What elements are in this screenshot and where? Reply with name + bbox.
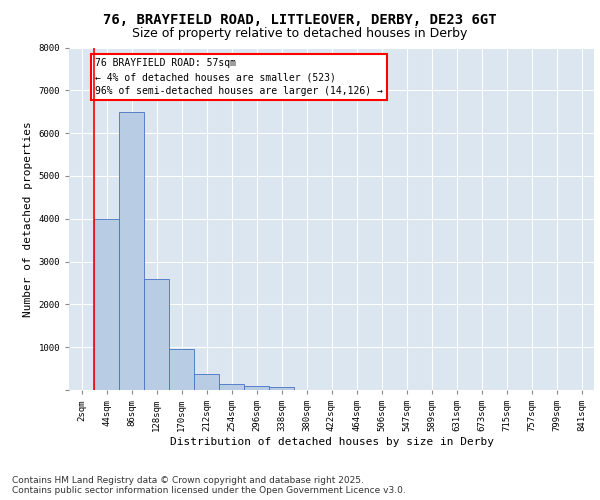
X-axis label: Distribution of detached houses by size in Derby: Distribution of detached houses by size …: [170, 437, 493, 447]
Bar: [144, 278, 169, 390]
Bar: [244, 386, 269, 390]
Bar: [94, 219, 119, 390]
Y-axis label: Number of detached properties: Number of detached properties: [23, 121, 33, 316]
Bar: [269, 388, 294, 390]
Text: 76 BRAYFIELD ROAD: 57sqm
← 4% of detached houses are smaller (523)
96% of semi-d: 76 BRAYFIELD ROAD: 57sqm ← 4% of detache…: [95, 58, 383, 96]
Bar: [119, 112, 144, 390]
Text: Contains public sector information licensed under the Open Government Licence v3: Contains public sector information licen…: [12, 486, 406, 495]
Bar: [169, 350, 194, 390]
Text: 76, BRAYFIELD ROAD, LITTLEOVER, DERBY, DE23 6GT: 76, BRAYFIELD ROAD, LITTLEOVER, DERBY, D…: [103, 12, 497, 26]
Text: Contains HM Land Registry data © Crown copyright and database right 2025.: Contains HM Land Registry data © Crown c…: [12, 476, 364, 485]
Bar: [194, 374, 219, 390]
Text: Size of property relative to detached houses in Derby: Size of property relative to detached ho…: [133, 28, 467, 40]
Bar: [219, 384, 244, 390]
